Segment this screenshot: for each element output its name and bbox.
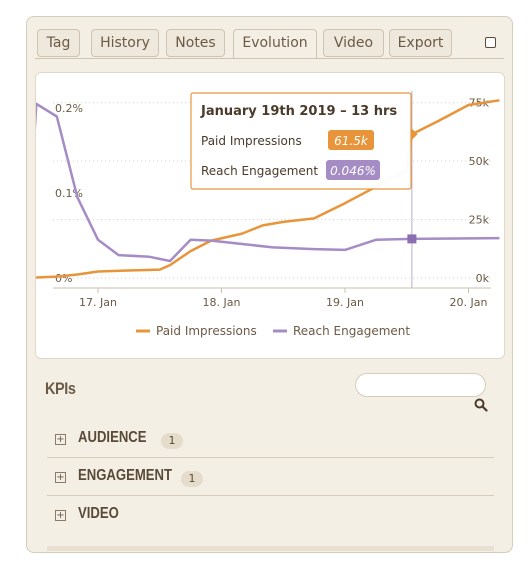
tooltip-value-badge <box>328 130 374 150</box>
kpi-count-badge: 1 <box>181 471 203 487</box>
y-right-tick-label: 50k <box>469 155 490 168</box>
tab-notes[interactable]: Notes <box>166 29 225 57</box>
kpi-list-scrollbar[interactable] <box>47 546 494 551</box>
tab-export[interactable]: Export <box>389 29 452 57</box>
tab-evolution[interactable]: Evolution <box>233 29 317 59</box>
y-right-tick-label: 25k <box>469 214 490 227</box>
x-tick-label: 17. Jan <box>79 296 117 309</box>
kpi-group-label: ENGAGEMENT <box>78 467 173 484</box>
tab-video[interactable]: Video <box>323 29 384 57</box>
tooltip-row-value: 61.5k <box>334 134 369 148</box>
y-left-tick-label: 0.2% <box>55 102 83 115</box>
expand-icon[interactable]: + <box>55 434 66 445</box>
search-icon[interactable] <box>474 398 488 412</box>
tab-history[interactable]: History <box>91 29 159 57</box>
kpi-search-input[interactable] <box>355 373 486 397</box>
expand-icon[interactable]: + <box>55 510 66 521</box>
series-line-reach-engagement <box>24 102 500 279</box>
hover-marker-reach-engagement <box>407 234 417 244</box>
kpi-group-engagement[interactable]: + ENGAGEMENT 1 <box>47 458 494 496</box>
tooltip-row-label: Paid Impressions <box>201 134 302 148</box>
tooltip-value-badge <box>326 160 380 180</box>
evolution-chart: 0% 0.1% 0.2% 0k 25k 50k 75k 17. Jan 18. Jan 19. J… <box>24 72 505 359</box>
y-left-tick-label: 0% <box>55 272 72 285</box>
tooltip-title: January 19th 2019 – 13 hrs <box>200 104 397 119</box>
tooltip-row-label: Reach Engagement <box>201 164 318 178</box>
x-tick-label: 18. Jan <box>203 296 241 309</box>
kpis-title: KPIs <box>45 379 76 398</box>
legend-label[interactable]: Paid Impressions <box>156 324 257 338</box>
tab-tag[interactable]: Tag <box>37 29 80 57</box>
legend-label[interactable]: Reach Engagement <box>293 324 410 338</box>
expand-icon[interactable]: + <box>55 472 66 483</box>
tooltip-row-value: 0.046% <box>330 164 376 178</box>
tab-divider <box>35 58 504 59</box>
kpi-count-badge: 1 <box>161 433 183 449</box>
kpi-group-audience[interactable]: + AUDIENCE 1 <box>47 420 494 458</box>
y-right-tick-label: 0k <box>476 272 490 285</box>
x-tick-label: 19. Jan <box>326 296 364 309</box>
kpi-group-label: AUDIENCE <box>78 429 147 446</box>
x-tick-label: 20. Jan <box>450 296 488 309</box>
kpi-group-label: VIDEO <box>78 505 119 522</box>
kpi-group-video[interactable]: + VIDEO <box>47 496 494 534</box>
analytics-panel: Tag History Notes Evolution Video Export… <box>24 16 513 553</box>
toggle-checkbox[interactable] <box>485 37 496 48</box>
